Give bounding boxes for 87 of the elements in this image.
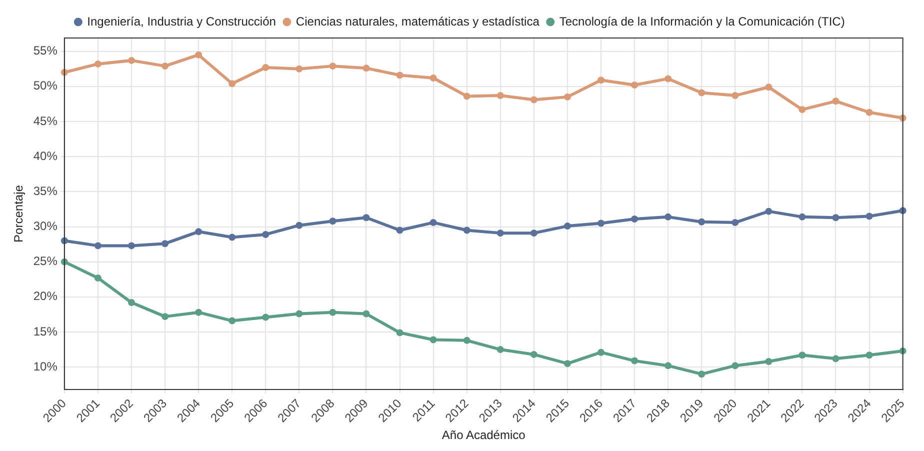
point xyxy=(329,62,336,70)
y-axis-title: Porcentaje xyxy=(12,184,26,242)
point xyxy=(496,230,504,237)
point xyxy=(94,60,102,68)
point xyxy=(262,314,270,321)
point xyxy=(128,242,135,250)
point xyxy=(866,352,873,359)
legend-label: Ingeniería, Industria y Construcción xyxy=(87,14,276,28)
point xyxy=(631,82,638,89)
point xyxy=(362,64,370,72)
legend-label: Tecnología de la Información y la Comunicación (TIC) xyxy=(559,14,845,28)
point xyxy=(765,358,772,365)
point xyxy=(631,357,638,364)
y-tick-label: 30% xyxy=(33,219,58,234)
point xyxy=(496,92,504,100)
point xyxy=(496,346,504,354)
point xyxy=(597,76,604,84)
point xyxy=(732,219,739,226)
point xyxy=(798,213,806,220)
point xyxy=(94,274,102,282)
point xyxy=(564,93,571,100)
y-tick-label: 15% xyxy=(33,324,58,338)
point xyxy=(698,370,706,378)
point xyxy=(564,360,571,368)
point xyxy=(430,336,437,344)
point xyxy=(128,299,135,306)
point xyxy=(597,220,604,227)
point xyxy=(798,352,806,359)
point xyxy=(162,240,169,248)
point xyxy=(262,64,270,71)
y-tick-label: 55% xyxy=(33,44,58,58)
point xyxy=(228,317,236,324)
point xyxy=(832,98,840,105)
point xyxy=(698,89,706,96)
point xyxy=(866,108,873,116)
y-tick-label: 35% xyxy=(33,184,58,198)
x-axis-title: Año Académico xyxy=(442,428,526,442)
point xyxy=(195,308,202,316)
y-tick-label: 25% xyxy=(33,254,58,268)
point xyxy=(195,51,202,58)
point xyxy=(832,355,840,362)
point xyxy=(798,106,806,114)
point xyxy=(698,218,706,226)
point xyxy=(94,242,102,250)
point xyxy=(765,208,772,215)
point xyxy=(195,228,202,236)
point xyxy=(396,72,404,79)
point xyxy=(362,310,370,318)
point xyxy=(664,213,672,220)
point xyxy=(732,362,739,370)
point xyxy=(530,96,538,104)
point xyxy=(631,216,638,223)
point xyxy=(128,56,135,64)
point xyxy=(430,74,437,82)
y-tick-label: 40% xyxy=(33,148,58,163)
point xyxy=(597,348,604,356)
point xyxy=(463,336,470,344)
point xyxy=(732,92,739,100)
point xyxy=(329,308,336,316)
point xyxy=(765,84,772,91)
point xyxy=(296,65,303,72)
point xyxy=(866,212,873,220)
y-tick-label: 10% xyxy=(33,359,58,374)
y-tick-label: 45% xyxy=(33,114,58,128)
point xyxy=(430,219,437,226)
point xyxy=(664,362,672,370)
point xyxy=(463,92,470,100)
point xyxy=(564,222,571,230)
point xyxy=(396,226,404,234)
point xyxy=(329,218,336,225)
point xyxy=(228,80,236,88)
point xyxy=(296,310,303,318)
point xyxy=(296,222,303,229)
point xyxy=(530,350,538,358)
point xyxy=(162,313,169,320)
y-tick-label: 50% xyxy=(33,78,58,93)
y-tick-label: 20% xyxy=(33,289,58,304)
point xyxy=(362,214,370,222)
point xyxy=(262,230,270,238)
point xyxy=(832,214,840,222)
point xyxy=(463,226,470,234)
point xyxy=(530,230,538,237)
point xyxy=(664,75,672,82)
point xyxy=(162,62,169,70)
legend-label: Ciencias naturales, matemáticas y estadística xyxy=(296,14,540,28)
point xyxy=(228,234,236,241)
point xyxy=(396,329,404,336)
